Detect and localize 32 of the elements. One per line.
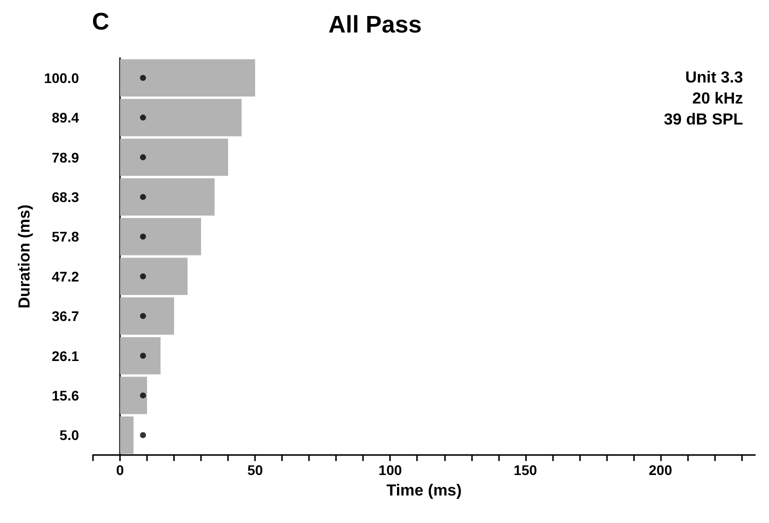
annotation: Unit 3.3 (685, 70, 744, 86)
y-tick-label: 47.2 (52, 268, 80, 284)
bar (120, 98, 242, 136)
bar (120, 337, 161, 374)
chart-title: All Pass (328, 12, 422, 38)
y-tick-label: 15.6 (52, 387, 80, 404)
text: C (92, 8, 110, 36)
y-tick-label: 36.7 (52, 308, 80, 324)
bar (120, 258, 188, 296)
x-tick-label: 200 (648, 462, 672, 478)
y-tick-label: 89.4 (52, 110, 80, 126)
y-tick-label: 26.1 (52, 348, 80, 364)
x-tick-label: 150 (514, 462, 538, 478)
bar (120, 416, 134, 454)
x-tick-label: 100 (378, 462, 402, 478)
bar (120, 178, 215, 216)
y-tick-label: 5.0 (60, 427, 80, 444)
y-tick-label: 78.9 (52, 149, 80, 166)
x-axis-title: Time (ms) (386, 482, 462, 500)
y-tick-label: 68.3 (52, 188, 80, 205)
y-axis-title: Duration (ms) (16, 204, 34, 308)
y-tick-label: 57.8 (52, 228, 80, 245)
y-tick-label: 100.0 (44, 70, 80, 86)
bar (120, 297, 174, 335)
annotation: 39 dB SPL (664, 112, 744, 128)
bar (120, 59, 256, 97)
bar (120, 376, 148, 414)
annotation: 20 kHz (692, 90, 743, 108)
x-tick-label: 0 (116, 462, 124, 478)
bar (120, 138, 228, 176)
bar (120, 218, 202, 256)
x-tick-label: 50 (247, 462, 264, 478)
